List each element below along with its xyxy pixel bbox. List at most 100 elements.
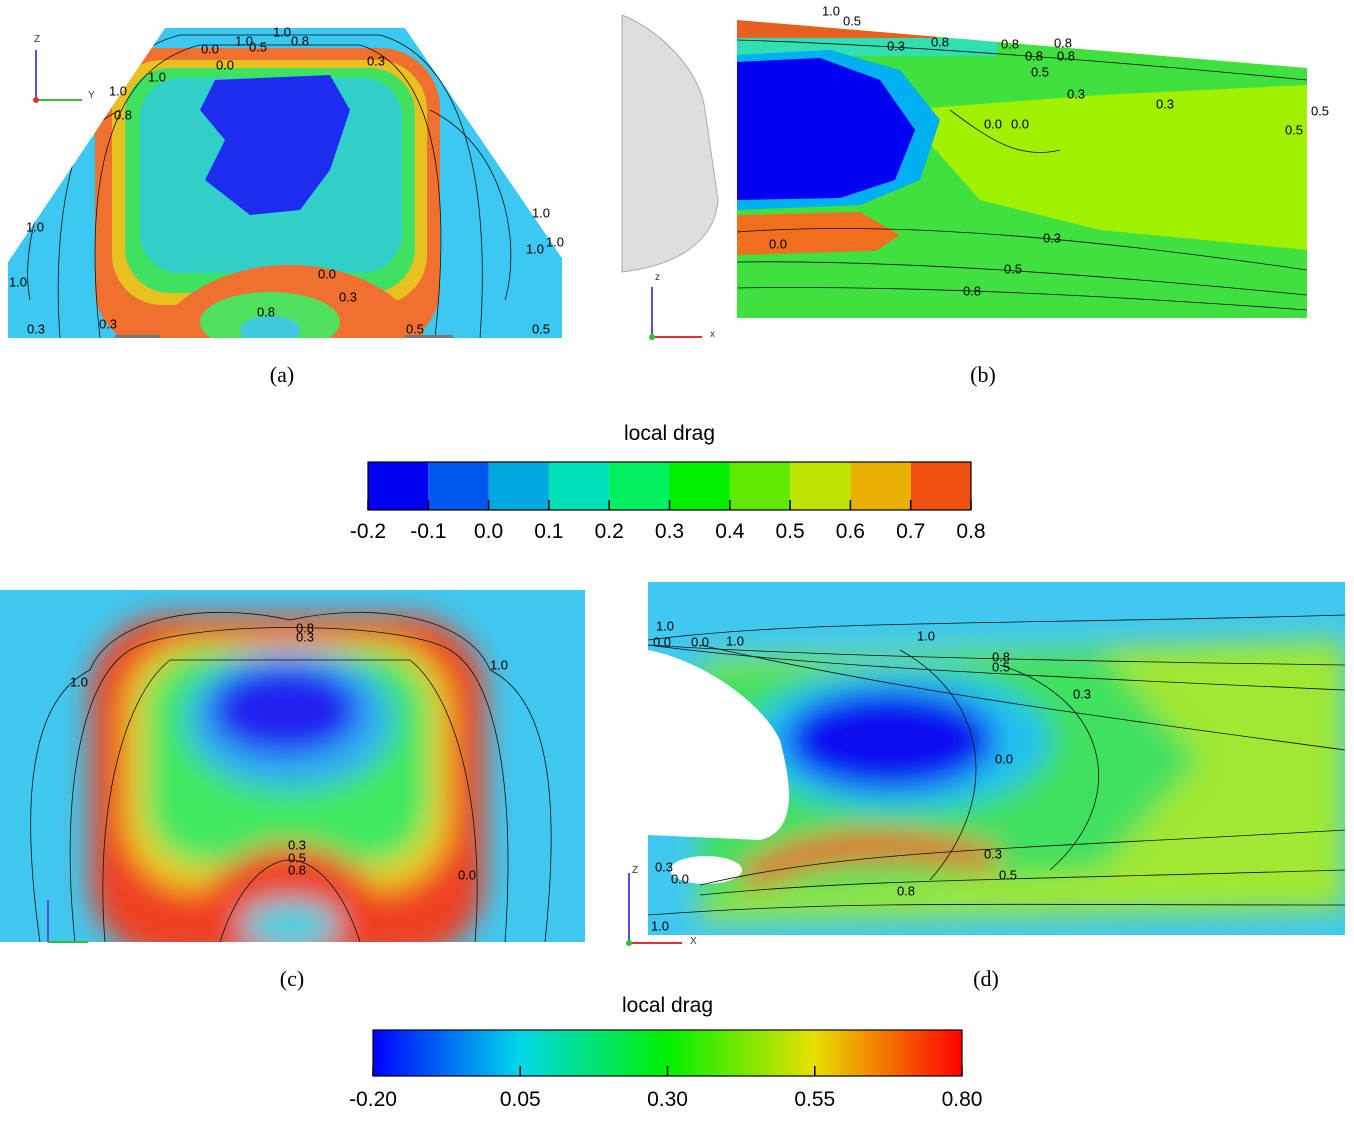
colorbar-swatch — [910, 462, 971, 510]
contour-label: 0.5 — [532, 321, 550, 336]
contour-label: 1.0 — [656, 618, 674, 633]
contour-label: 0.0 — [984, 116, 1002, 131]
contour-label: 0.3 — [655, 859, 673, 874]
colorbar-tick-label: 0.3 — [655, 520, 684, 543]
contour-label: 0.8 — [296, 620, 314, 635]
contour-label: 0.8 — [257, 304, 275, 319]
contour-label: 0.8 — [1054, 35, 1072, 50]
contour-label: 0.3 — [99, 316, 117, 331]
colorbar-swatch — [368, 462, 429, 510]
contour-label: 0.8 — [897, 883, 915, 898]
contour-label: 0.0 — [671, 871, 689, 886]
contour-label: 0.0 — [691, 634, 709, 649]
colorbar-tick-label: 0.4 — [715, 520, 745, 543]
contour-label: 0.0 — [1011, 116, 1029, 131]
panel-d — [648, 582, 1345, 935]
contour-label: 0.5 — [288, 850, 306, 865]
contour-label: 0.0 — [216, 57, 234, 72]
axis-label: z — [655, 272, 660, 283]
contour-label: 0.8 — [963, 283, 981, 298]
contour-label: 0.5 — [1031, 64, 1049, 79]
colorbar-tick-label: 0.5 — [775, 520, 804, 543]
contour-label: 0.3 — [367, 53, 385, 68]
contour-label: 1.0 — [235, 33, 253, 48]
contour-label: 0.3 — [296, 629, 314, 644]
panel-c — [0, 590, 585, 942]
contour-label: 0.3 — [339, 289, 357, 304]
contour-label: 0.3 — [27, 321, 45, 336]
contour-label: 1.0 — [546, 234, 564, 249]
colorbar-swatch — [850, 462, 911, 510]
contour-label: 0.8 — [931, 34, 949, 49]
colorbar-tick-label: 0.7 — [896, 520, 925, 543]
contour-label: 0.0 — [769, 236, 787, 251]
triad-b — [649, 287, 702, 340]
contour-label: 0.3 — [1156, 96, 1174, 111]
colorbar-swatch — [488, 462, 549, 510]
contour-label: 0.8 — [291, 33, 309, 48]
contour-label: 1.0 — [9, 274, 27, 289]
colorbar-tick-label: -0.1 — [410, 520, 446, 543]
colorbar-tick-label: 0.0 — [474, 520, 503, 543]
panel-b — [621, 14, 1307, 318]
contour-label: 0.5 — [249, 39, 267, 54]
contour-label: 0.8 — [1057, 48, 1075, 63]
contour-label: 1.0 — [109, 83, 127, 98]
contour-label: 0.8 — [114, 107, 132, 122]
contour-label: 1.0 — [70, 674, 88, 689]
axis-label: Y — [88, 90, 95, 101]
contour-label: 0.0 — [458, 867, 476, 882]
contour-label: 0.3 — [1067, 86, 1085, 101]
axis-label: Z — [632, 865, 638, 876]
axis-label: X — [690, 936, 697, 947]
contour-label: 0.5 — [992, 659, 1010, 674]
contour-label: 0.3 — [1073, 686, 1091, 701]
contour-label: 0.5 — [1285, 122, 1303, 137]
contour-label: 1.0 — [822, 3, 840, 18]
contour-label: 1.0 — [532, 205, 550, 220]
colorbar-swatch — [428, 462, 489, 510]
colorbar-swatch — [790, 462, 851, 510]
colorbar-swatch — [548, 462, 610, 510]
contour-label: 0.8 — [1025, 48, 1043, 63]
triad-c — [47, 900, 88, 943]
colorbar-title: local drag — [624, 422, 715, 445]
contour-label: 1.0 — [26, 219, 44, 234]
contour-label: 1.0 — [273, 24, 291, 39]
colorbar-tick-label: -0.2 — [350, 520, 386, 543]
colorbar-tick-label: 0.05 — [500, 1088, 541, 1111]
colorbar-tick-label: 0.2 — [595, 520, 624, 543]
colorbar-swatch — [729, 462, 791, 510]
contour-label: 1.0 — [726, 633, 744, 648]
colorbar-tick-label: 0.6 — [836, 520, 865, 543]
colorbar-tick-label: 0.8 — [956, 520, 985, 543]
contour-label: 0.3 — [887, 38, 905, 53]
colorbar-title: local drag — [622, 994, 713, 1017]
contour-label: 0.0 — [653, 634, 671, 649]
contour-label: 0.3 — [984, 846, 1002, 861]
colorbar-tick-label: -0.20 — [349, 1088, 397, 1111]
caption: (b) — [970, 362, 996, 387]
axis-label: Z — [34, 34, 40, 45]
contour-label: 0.0 — [201, 41, 219, 56]
triad-d — [626, 873, 682, 946]
colorbar-tick-label: 0.55 — [794, 1088, 835, 1111]
contour-label: 1.0 — [148, 69, 166, 84]
contour-label: 0.5 — [843, 13, 861, 28]
panel-a — [8, 28, 562, 338]
contour-label: 1.0 — [490, 657, 508, 672]
contour-label: 0.8 — [1001, 36, 1019, 51]
contour-label: 0.5 — [1311, 103, 1329, 118]
contour-label: 0.5 — [406, 321, 424, 336]
colorbar-tick-label: 0.80 — [942, 1088, 983, 1111]
contour-label: 1.0 — [526, 241, 544, 256]
contour-label: 0.0 — [995, 751, 1013, 766]
contour-label: 0.5 — [999, 867, 1017, 882]
contour-label: 0.3 — [288, 837, 306, 852]
caption: (a) — [270, 362, 294, 387]
caption: (c) — [280, 966, 304, 991]
contour-label: 0.5 — [1004, 261, 1022, 276]
contour-label: 1.0 — [917, 628, 935, 643]
